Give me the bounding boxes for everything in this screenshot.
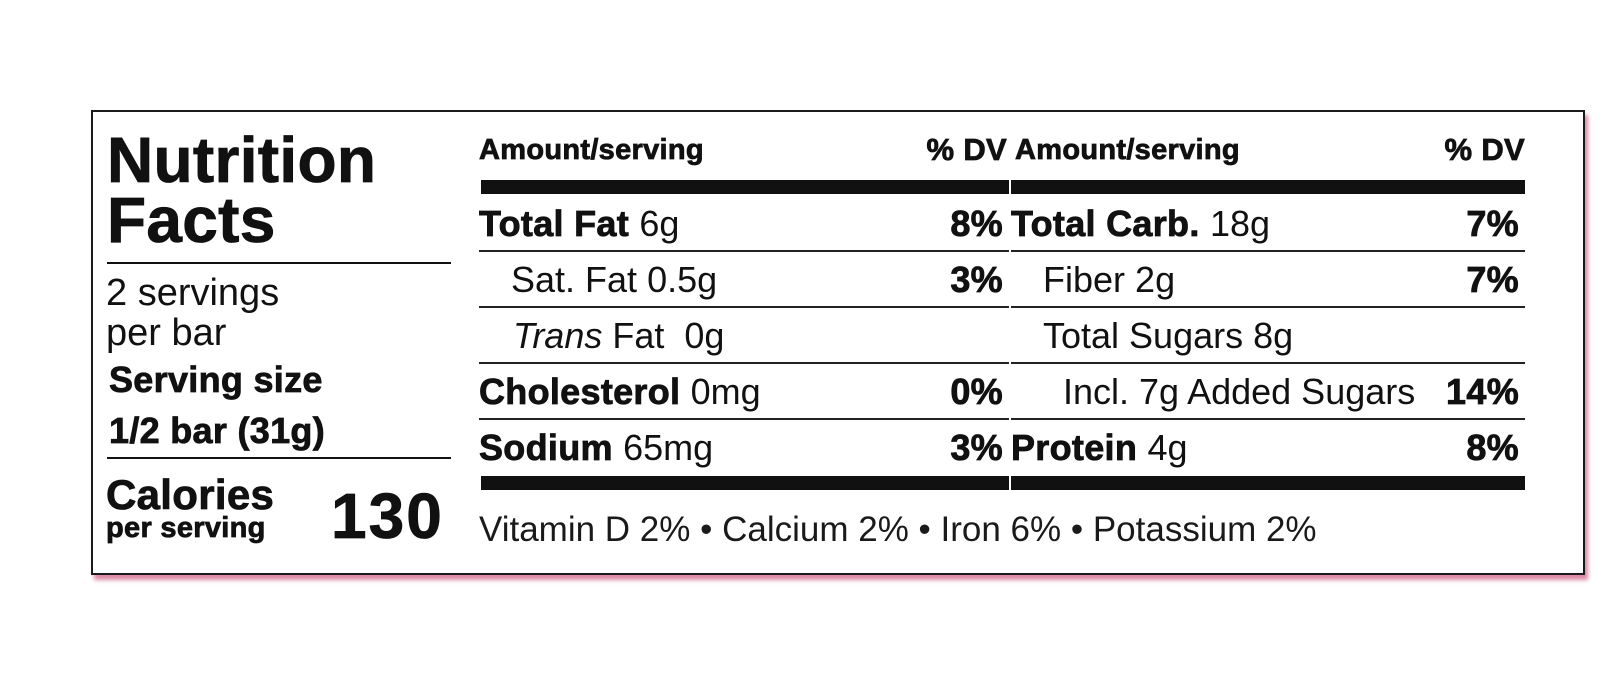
nutrient-name: Sat. Fat 0.5g xyxy=(511,252,717,308)
nutrient-row-protein: Protein 4g 8% xyxy=(1011,420,1525,476)
row-divider xyxy=(1011,362,1525,364)
nutrient-dv: 8% xyxy=(950,203,1003,245)
nutrient-name: Total Carb. 18g xyxy=(1011,196,1270,252)
nutrient-row-total-fat: Total Fat 6g 8% xyxy=(479,196,1009,252)
nutrient-row-total-carb: Total Carb. 18g 7% xyxy=(1011,196,1525,252)
nutrient-dv: 14% xyxy=(1446,371,1519,413)
nutrient-row-trans-fat: Trans Fat 0g xyxy=(479,308,1009,364)
nutrient-dv: 3% xyxy=(950,259,1003,301)
row-divider xyxy=(1011,418,1525,420)
servings-per-container: 2 servings xyxy=(106,272,280,314)
row-divider xyxy=(479,362,1009,364)
vitamins-minerals-line: Vitamin D 2% • Calcium 2% • Iron 6% • Po… xyxy=(479,510,1317,549)
nutrient-amount: 0mg xyxy=(690,371,761,412)
calories-sublabel: per serving xyxy=(106,512,266,544)
nutrient-label: Total Sugars xyxy=(1043,315,1244,356)
nutrient-amount: 65mg xyxy=(623,427,714,468)
nutrient-amount: 0g xyxy=(684,315,725,356)
nutrient-row-cholesterol: Cholesterol 0mg 0% xyxy=(479,364,1009,420)
nutrient-label-italic: Trans xyxy=(513,315,603,356)
nutrient-column-1: Amount/serving % DV Total Fat 6g 8% Sat.… xyxy=(479,112,1009,512)
row-divider xyxy=(479,418,1009,420)
nutrient-dv: 0% xyxy=(950,371,1003,413)
nutrient-name: Total Fat 6g xyxy=(479,196,680,252)
nutrient-row-added-sugars: Incl. 7g Added Sugars 14% xyxy=(1011,364,1525,420)
servings-per-container-line2: per bar xyxy=(106,312,227,354)
nutrient-amount: 18g xyxy=(1209,203,1271,244)
nutrient-amount: 4g xyxy=(1147,427,1188,468)
row-divider xyxy=(479,306,1009,308)
nutrient-row-fiber: Fiber 2g 7% xyxy=(1011,252,1525,308)
thick-rule-bottom xyxy=(1011,476,1525,490)
dv-header: % DV xyxy=(1444,132,1525,168)
thick-rule-top xyxy=(481,180,1009,194)
title-divider xyxy=(107,262,451,264)
thick-rule-bottom xyxy=(481,476,1009,490)
nutrient-amount: 2g xyxy=(1135,259,1176,300)
nutrient-name: Sodium 65mg xyxy=(479,420,714,476)
nutrient-column-2: Amount/serving % DV Total Carb. 18g 7% F… xyxy=(1011,112,1525,512)
nutrient-label: Sodium xyxy=(479,427,613,469)
nutrient-name: Incl. 7g Added Sugars xyxy=(1063,364,1415,420)
dv-header: % DV xyxy=(926,132,1007,168)
thick-rule-top xyxy=(1011,180,1525,194)
row-divider xyxy=(1011,250,1525,252)
nutrient-label: Protein xyxy=(1011,427,1138,469)
serving-size-label: Serving size xyxy=(109,359,323,400)
nutrient-row-sodium: Sodium 65mg 3% xyxy=(479,420,1009,476)
title-line-1: Nutrition xyxy=(107,124,377,196)
nutrient-name: Total Sugars 8g xyxy=(1043,308,1293,364)
nutrient-name: Cholesterol 0mg xyxy=(479,364,761,420)
nutrient-label: Fiber xyxy=(1043,259,1126,300)
nutrient-label: Fat xyxy=(612,315,665,356)
amount-header: Amount/serving xyxy=(1015,134,1240,167)
serving-divider xyxy=(107,457,451,459)
nutrient-label: Cholesterol xyxy=(479,371,681,413)
serving-size-value: 1/2 bar (31g) xyxy=(109,410,325,451)
nutrient-name: Fiber 2g xyxy=(1043,252,1175,308)
nutrient-dv: 7% xyxy=(1466,259,1519,301)
row-divider xyxy=(479,250,1009,252)
nutrient-dv: 8% xyxy=(1466,427,1519,469)
nutrient-amount: 8g xyxy=(1253,315,1294,356)
nutrient-amount: 6g xyxy=(639,203,680,244)
nutrient-amount: 0.5g xyxy=(647,259,718,300)
nutrient-row-sat-fat: Sat. Fat 0.5g 3% xyxy=(479,252,1009,308)
nutrient-dv: 3% xyxy=(950,427,1003,469)
calories-label: Calories xyxy=(106,471,275,518)
nutrition-facts-label: Nutrition Facts 2 servings per bar Servin… xyxy=(91,110,1585,575)
nutrient-label: Total Carb. xyxy=(1011,203,1200,245)
row-divider xyxy=(1011,306,1525,308)
nutrient-name: Protein 4g xyxy=(1011,420,1188,476)
nutrient-row-total-sugars: Total Sugars 8g xyxy=(1011,308,1525,364)
nutrient-dv: 7% xyxy=(1466,203,1519,245)
nutrient-label: Incl. 7g Added Sugars xyxy=(1063,371,1416,412)
calories-value: 130 xyxy=(331,480,444,552)
nutrient-label: Total Fat xyxy=(479,203,630,245)
amount-header: Amount/serving xyxy=(479,134,704,167)
title-line-2: Facts xyxy=(107,184,276,256)
nutrient-name: Trans Fat 0g xyxy=(513,308,724,364)
nutrient-label: Sat. Fat xyxy=(511,259,638,300)
nutrition-facts-title: Nutrition Facts xyxy=(107,128,377,253)
